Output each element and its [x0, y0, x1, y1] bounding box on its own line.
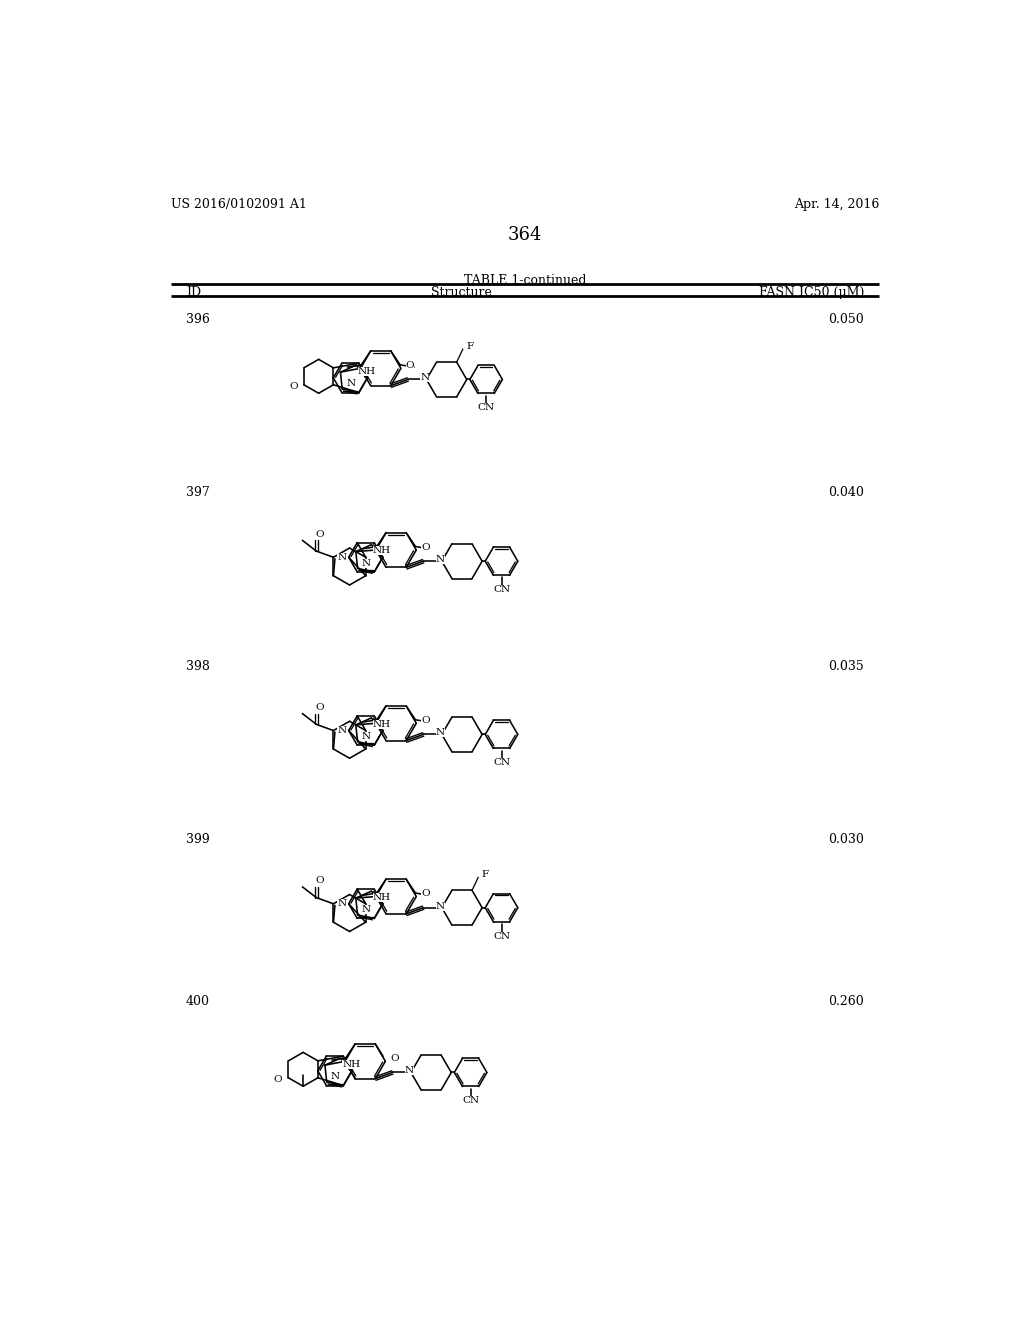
- Text: O: O: [289, 381, 298, 391]
- Text: Structure: Structure: [431, 286, 492, 300]
- Text: CN: CN: [477, 404, 495, 412]
- Text: F: F: [481, 870, 488, 879]
- Text: N: N: [436, 556, 444, 564]
- Text: 396: 396: [186, 313, 210, 326]
- Text: US 2016/0102091 A1: US 2016/0102091 A1: [171, 198, 306, 211]
- Text: O: O: [315, 529, 324, 539]
- Text: NH: NH: [373, 719, 391, 729]
- Text: CN: CN: [493, 759, 510, 767]
- Text: 0.040: 0.040: [828, 487, 864, 499]
- Text: O: O: [273, 1074, 283, 1084]
- Text: 0.260: 0.260: [828, 995, 864, 1007]
- Text: O: O: [315, 704, 324, 711]
- Text: O: O: [421, 890, 430, 899]
- Text: ID: ID: [186, 286, 202, 300]
- Text: CN: CN: [462, 1097, 479, 1105]
- Text: CN: CN: [493, 932, 510, 941]
- Text: N: N: [404, 1067, 414, 1076]
- Text: N: N: [361, 906, 371, 913]
- Text: N: N: [361, 558, 371, 568]
- Text: 364: 364: [508, 226, 542, 244]
- Text: O: O: [406, 362, 415, 370]
- Text: 0.030: 0.030: [828, 833, 864, 846]
- Text: TABLE 1-continued: TABLE 1-continued: [464, 275, 586, 286]
- Text: N: N: [337, 899, 346, 908]
- Text: N: N: [337, 553, 346, 562]
- Text: 398: 398: [186, 660, 210, 673]
- Text: 0.050: 0.050: [828, 313, 864, 326]
- Text: 399: 399: [186, 833, 210, 846]
- Text: NH: NH: [373, 546, 391, 556]
- Text: N: N: [361, 731, 371, 741]
- Text: N: N: [420, 374, 429, 383]
- Text: Apr. 14, 2016: Apr. 14, 2016: [794, 198, 879, 211]
- Text: N: N: [331, 1072, 340, 1081]
- Text: N: N: [346, 379, 355, 388]
- Text: NH: NH: [357, 367, 376, 376]
- Text: O: O: [390, 1055, 399, 1063]
- Text: CN: CN: [493, 585, 510, 594]
- Text: N: N: [337, 726, 346, 735]
- Text: O: O: [315, 876, 324, 886]
- Text: F: F: [466, 342, 473, 351]
- Text: 397: 397: [186, 487, 210, 499]
- Text: O: O: [421, 543, 430, 552]
- Text: N: N: [436, 729, 444, 738]
- Text: 400: 400: [186, 995, 210, 1007]
- Text: NH: NH: [373, 892, 391, 902]
- Text: N: N: [436, 902, 444, 911]
- Text: 0.035: 0.035: [828, 660, 864, 673]
- Text: NH: NH: [342, 1060, 360, 1069]
- Text: O: O: [421, 715, 430, 725]
- Text: FASN IC50 (μM): FASN IC50 (μM): [759, 286, 864, 300]
